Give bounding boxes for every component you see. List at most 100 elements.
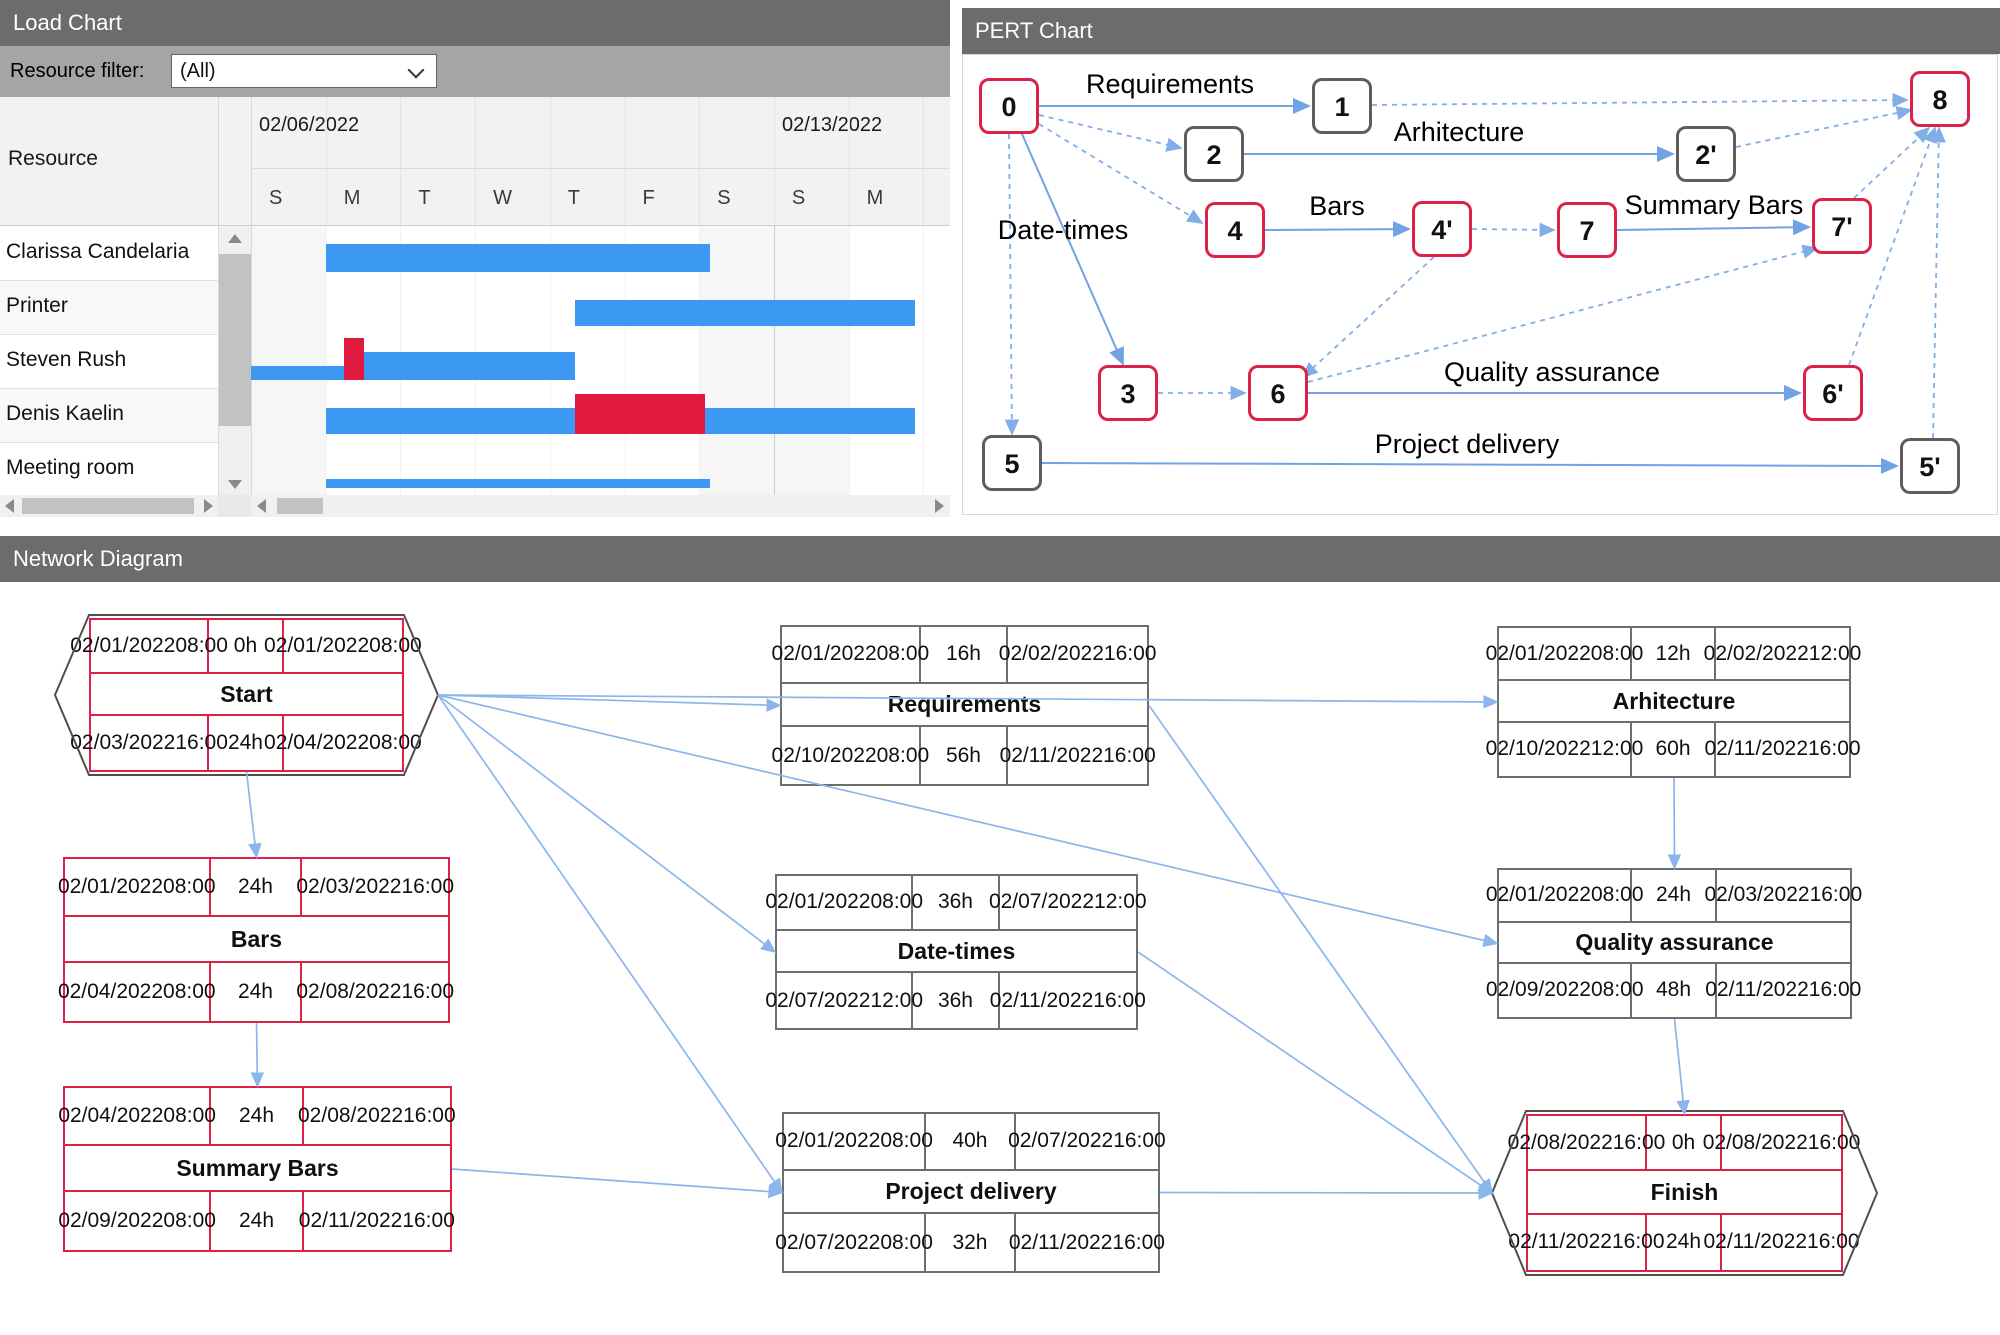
early-finish: 02/02/2022 16:00 [999, 627, 1156, 684]
late-duration: 24h [211, 962, 303, 1021]
task-box-start[interactable]: 02/01/2022 08:00 0h 02/01/2022 08:00 Start 02/… [70, 618, 422, 772]
timeline-horizontal-scrollbar[interactable] [251, 495, 950, 517]
task-box-arhitecture[interactable]: 02/01/2022 08:00 12h 02/02/2022 12:00 Arhitec… [1486, 626, 1861, 778]
day-grid-line [624, 226, 626, 495]
duration: 24h [210, 859, 303, 918]
overload-bar [575, 394, 705, 434]
early-start: 02/01/2022 08:00 [1486, 870, 1644, 923]
late-start: 02/09/2022 08:00 [58, 1191, 216, 1250]
row-separator [0, 280, 218, 281]
pert-node-5'[interactable]: 5' [1900, 438, 1960, 494]
task-name: Start [91, 674, 402, 716]
task-box-bars[interactable]: 02/01/2022 08:00 24h 02/03/2022 16:00 Bars 02/… [58, 857, 455, 1023]
early-start: 02/01/2022 08:00 [765, 876, 923, 931]
late-start: 02/03/2022 16:00 [70, 716, 228, 770]
scroll-up-icon[interactable] [228, 234, 242, 243]
duration: 24h [1632, 870, 1717, 923]
workload-bar [364, 352, 575, 380]
early-finish: 02/03/2022 16:00 [296, 859, 454, 918]
day-grid-line [923, 226, 925, 495]
late-finish: 02/11/2022 16:00 [1703, 1230, 1860, 1254]
workload-bar [575, 300, 915, 326]
pert-node-4'[interactable]: 4' [1412, 201, 1472, 257]
duration: 36h [913, 876, 1000, 931]
day-grid-line [624, 97, 626, 226]
pert-node-6[interactable]: 6 [1248, 365, 1308, 421]
header-date-separator [251, 168, 950, 169]
late-duration: 48h [1632, 964, 1717, 1017]
load-chart-body: Clarissa Candelaria Printer Steven Rush Den… [0, 226, 950, 495]
late-start: 02/10/2022 08:00 [772, 727, 929, 784]
early-finish: 02/03/2022 16:00 [1704, 870, 1862, 923]
early-start: 02/08/2022 16:00 [1508, 1116, 1665, 1172]
early-start: 02/01/2022 08:00 [775, 1114, 933, 1171]
weekend-column-shading [773, 226, 849, 495]
day-grid-line [699, 226, 701, 495]
duration: 16h [920, 627, 1009, 684]
resource-filter-dropdown[interactable]: (All) [171, 54, 437, 88]
day-letter: S [269, 187, 283, 209]
workload-bar [326, 244, 710, 272]
network-diagram-titlebar: Network Diagram [0, 536, 2000, 582]
late-finish: 02/11/2022 16:00 [989, 988, 1146, 1012]
task-name: Quality assurance [1499, 923, 1850, 965]
day-grid-line [251, 226, 252, 495]
day-letter: S [717, 187, 731, 209]
pert-node-5[interactable]: 5 [982, 435, 1042, 491]
pert-node-0[interactable]: 0 [979, 78, 1039, 134]
scroll-left-icon[interactable] [5, 499, 14, 513]
pert-node-2'[interactable]: 2' [1676, 126, 1736, 182]
late-duration: 24h [211, 1191, 304, 1250]
task-name: Summary Bars [65, 1146, 450, 1192]
late-duration: 56h [921, 727, 1009, 784]
task-box-summary-bars[interactable]: 02/04/2022 08:00 24h 02/08/2022 16:00 Summary… [58, 1086, 456, 1252]
pert-chart-body [962, 54, 1998, 515]
network-diagram-title: Network Diagram [13, 546, 183, 571]
row-separator [0, 388, 218, 389]
scroll-right-icon[interactable] [935, 499, 944, 513]
pert-node-6'[interactable]: 6' [1803, 365, 1863, 421]
pert-node-3[interactable]: 3 [1098, 365, 1158, 421]
early-start: 02/01/2022 08:00 [58, 859, 216, 918]
early-start: 02/01/2022 08:00 [70, 620, 228, 674]
day-letter: T [418, 187, 431, 209]
early-start: 02/01/2022 08:00 [772, 627, 929, 684]
task-box-project-delivery[interactable]: 02/01/2022 08:00 40h 02/07/2022 16:00 Project… [775, 1112, 1166, 1273]
vertical-scrollbar-thumb[interactable] [218, 254, 251, 426]
task-box-requirements[interactable]: 02/01/2022 08:00 16h 02/02/2022 16:00 Require… [772, 625, 1156, 786]
vertical-scrollbar[interactable] [218, 226, 251, 495]
week-start-label: 02/06/2022 [259, 114, 360, 136]
resource-scrollbar-thumb[interactable] [22, 498, 194, 514]
early-start: 02/04/2022 08:00 [58, 1088, 216, 1147]
late-finish: 02/08/2022 16:00 [296, 979, 455, 1003]
late-duration: 32h [926, 1214, 1016, 1271]
pert-node-4[interactable]: 4 [1205, 202, 1265, 258]
late-finish: 02/04/2022 08:00 [264, 730, 422, 754]
late-start: 02/07/2022 12:00 [765, 973, 923, 1028]
scroll-right-icon[interactable] [204, 499, 213, 513]
late-finish: 02/11/2022 16:00 [999, 743, 1156, 767]
resource-row-label: Clarissa Candelaria [6, 240, 190, 263]
early-finish: 02/01/2022 08:00 [264, 620, 422, 674]
task-name: Bars [65, 917, 448, 963]
pert-node-2[interactable]: 2 [1184, 126, 1244, 182]
late-start: 02/07/2022 08:00 [775, 1214, 933, 1271]
day-grid-line [325, 226, 327, 495]
scroll-left-icon[interactable] [257, 499, 266, 513]
pert-node-8[interactable]: 8 [1910, 71, 1970, 127]
overload-bar [344, 338, 364, 380]
scroll-down-icon[interactable] [228, 480, 242, 489]
pert-node-7'[interactable]: 7' [1812, 198, 1872, 254]
task-box-finish[interactable]: 02/08/2022 16:00 0h 02/08/2022 16:00 Finish 02… [1508, 1114, 1860, 1272]
day-grid-line [773, 226, 775, 495]
timeline-scrollbar-thumb[interactable] [277, 498, 323, 514]
pert-node-7[interactable]: 7 [1557, 202, 1617, 258]
duration: 12h [1632, 628, 1716, 682]
resource-horizontal-scrollbar[interactable] [0, 495, 218, 517]
row-stripe [0, 388, 218, 442]
task-box-date-times[interactable]: 02/01/2022 08:00 36h 02/07/2022 12:00 Date-ti… [765, 874, 1147, 1030]
task-box-quality-assurance[interactable]: 02/01/2022 08:00 24h 02/03/2022 16:00 Quality… [1486, 868, 1862, 1019]
pert-node-1[interactable]: 1 [1312, 78, 1372, 134]
late-start: 02/04/2022 08:00 [58, 962, 216, 1021]
